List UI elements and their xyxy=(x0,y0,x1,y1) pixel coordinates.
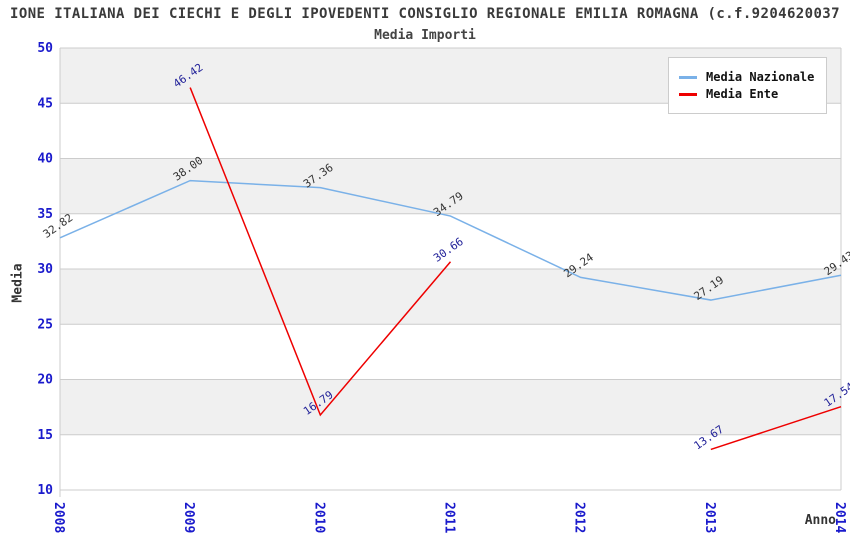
chart-title: IONE ITALIANA DEI CIECHI E DEGLI IPOVEDE… xyxy=(10,6,840,22)
legend-label: Media Nazionale xyxy=(706,70,815,84)
legend-item-media-ente: Media Ente xyxy=(679,87,814,101)
plot-band xyxy=(60,213,841,269)
x-tick-label: 2008 xyxy=(51,502,66,533)
y-tick-label: 50 xyxy=(37,41,53,56)
y-tick-label: 10 xyxy=(37,483,53,498)
x-axis-title: Anno xyxy=(804,513,836,528)
line-swatch-blue-icon xyxy=(679,75,697,79)
plot-band xyxy=(60,379,841,435)
y-tick-label: 35 xyxy=(37,207,53,222)
x-tick-label: 2011 xyxy=(442,502,457,533)
y-axis-title: Media xyxy=(10,263,26,303)
x-tick-label: 2009 xyxy=(181,502,196,533)
chart-subtitle: Media Importi xyxy=(374,28,476,43)
legend-item-media-nazionale: Media Nazionale xyxy=(679,70,814,84)
y-tick-label: 15 xyxy=(37,428,53,443)
x-tick-label: 2010 xyxy=(311,502,326,533)
plot-band xyxy=(60,269,841,325)
y-tick-label: 30 xyxy=(37,262,53,277)
plot-band xyxy=(60,324,841,380)
x-tick-label: 2013 xyxy=(702,502,717,533)
y-tick-label: 40 xyxy=(37,152,53,167)
x-tick-label: 2012 xyxy=(572,502,587,533)
y-tick-label: 45 xyxy=(37,96,53,111)
series-line-media-ente xyxy=(710,405,842,451)
y-tick-label: 20 xyxy=(37,373,53,388)
x-tick-label: 2014 xyxy=(832,502,847,533)
plot-band xyxy=(60,434,841,490)
plot-band xyxy=(60,158,841,214)
line-swatch-red-icon xyxy=(679,92,697,96)
legend-label: Media Ente xyxy=(706,87,779,101)
legend: Media Nazionale Media Ente xyxy=(668,57,828,114)
series-line-media-nazionale xyxy=(59,179,842,301)
series-line-media-ente xyxy=(189,87,452,417)
y-tick-label: 25 xyxy=(37,317,53,332)
